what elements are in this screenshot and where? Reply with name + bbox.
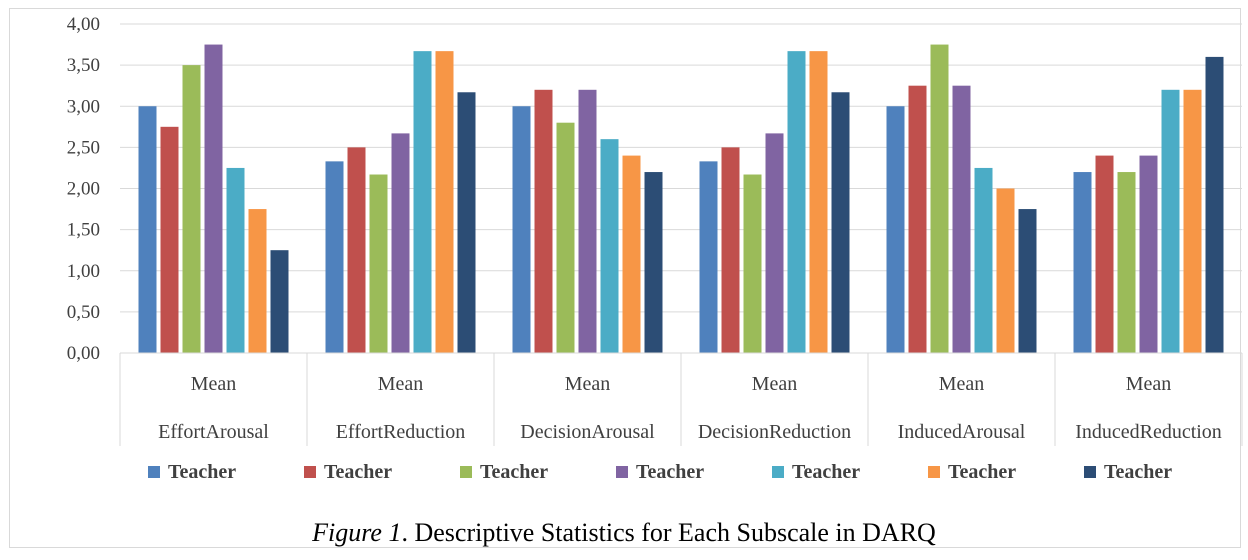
bar	[204, 44, 223, 353]
figure-caption: Figure 1. Descriptive Statistics for Eac…	[0, 518, 1248, 548]
y-tick-label: 2,00	[67, 179, 100, 200]
bar	[1161, 89, 1180, 354]
bar	[347, 147, 366, 353]
category-label-top: Mean	[565, 373, 611, 395]
bar	[1183, 89, 1202, 354]
legend-label: Teacher	[948, 461, 1016, 483]
bar	[182, 65, 201, 353]
y-tick-label: 0,50	[67, 302, 100, 323]
legend-swatch	[148, 466, 160, 478]
legend: Teacher Teacher Teacher Teacher Teacher Teach…	[148, 461, 1172, 483]
legend-swatch	[772, 466, 784, 478]
bar-chart: 0,00 0,50 1,00 1,50 2,00 2,50 3,00 3,50 4,00 Mea…	[67, 14, 1243, 483]
bar	[809, 51, 828, 354]
bar	[699, 161, 718, 353]
legend-swatch	[616, 466, 628, 478]
bar	[1073, 172, 1092, 353]
bar	[578, 89, 597, 354]
bar	[325, 161, 344, 353]
bar	[457, 92, 476, 353]
bar	[765, 133, 784, 353]
legend-label: Teacher	[792, 461, 860, 483]
y-tick-label: 4,00	[67, 14, 100, 35]
legend-label: Teacher	[168, 461, 236, 483]
category-axis: Mean EffortArousal Mean EffortReduction Mean…	[119, 352, 1243, 446]
bar	[512, 106, 531, 353]
y-tick-label: 1,00	[67, 261, 100, 282]
category-label-top: Mean	[1126, 373, 1172, 395]
bar	[952, 85, 971, 353]
bar	[1018, 209, 1037, 353]
legend-label: Teacher	[1104, 461, 1172, 483]
caption-lead: Figure 1	[312, 518, 402, 547]
chart-frame	[9, 8, 1241, 548]
bar	[743, 174, 762, 353]
category-label: InducedArousal	[898, 421, 1026, 443]
bar	[413, 51, 432, 354]
legend-swatch	[304, 466, 316, 478]
bar	[600, 139, 619, 353]
category-label-top: Mean	[191, 373, 237, 395]
bar	[534, 89, 553, 354]
bar	[391, 133, 410, 353]
bar	[721, 147, 740, 353]
bars	[138, 44, 1224, 354]
y-axis-ticks: 0,00 0,50 1,00 1,50 2,00 2,50 3,00 3,50 4,00	[67, 14, 100, 364]
legend-label: Teacher	[636, 461, 704, 483]
bar	[1095, 155, 1114, 353]
y-tick-label: 3,00	[67, 96, 100, 117]
bar	[435, 51, 454, 354]
bar	[996, 188, 1015, 353]
bar	[908, 85, 927, 353]
legend-label: Teacher	[324, 461, 392, 483]
bar	[138, 106, 157, 353]
bar	[1139, 155, 1158, 353]
bar	[930, 44, 949, 353]
caption-text: . Descriptive Statistics for Each Subsca…	[401, 518, 936, 547]
category-label-top: Mean	[752, 373, 798, 395]
bar	[644, 172, 663, 353]
bar	[160, 126, 179, 353]
bar	[1205, 56, 1224, 354]
category-label: EffortArousal	[158, 421, 269, 443]
bar	[369, 174, 388, 353]
legend-swatch	[460, 466, 472, 478]
category-label: EffortReduction	[336, 421, 466, 443]
bar	[556, 122, 575, 353]
bar	[886, 106, 905, 353]
bar	[1117, 172, 1136, 353]
bar	[831, 92, 850, 353]
bar	[622, 155, 641, 353]
legend-swatch	[928, 466, 940, 478]
category-label: DecisionReduction	[698, 421, 851, 443]
bar	[270, 250, 289, 353]
bar	[226, 167, 245, 353]
category-label: DecisionArousal	[520, 421, 655, 443]
bar	[787, 51, 806, 354]
y-tick-label: 1,50	[67, 220, 100, 241]
category-label-top: Mean	[378, 373, 424, 395]
bar	[974, 167, 993, 353]
category-label-top: Mean	[939, 373, 985, 395]
bar	[248, 209, 267, 353]
category-label: InducedReduction	[1075, 421, 1222, 443]
legend-label: Teacher	[480, 461, 548, 483]
y-tick-label: 0,00	[67, 343, 100, 364]
legend-swatch	[1084, 466, 1096, 478]
y-tick-label: 3,50	[67, 55, 100, 76]
y-tick-label: 2,50	[67, 137, 100, 158]
